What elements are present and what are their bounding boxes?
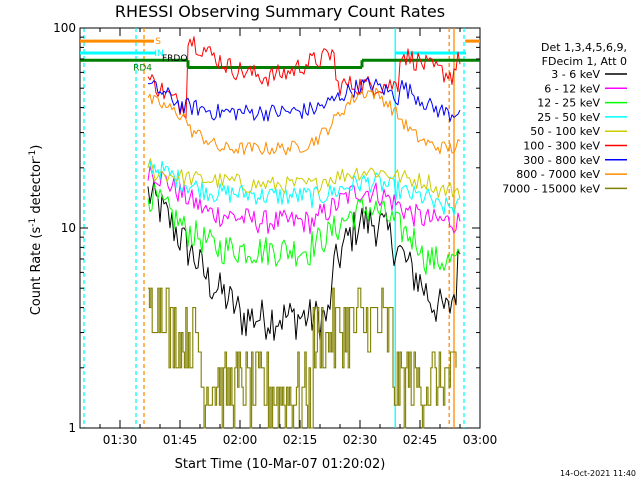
series-line: [147, 166, 461, 235]
legend-entry: 50 - 100 keV: [530, 125, 627, 138]
legend-entry-label: 25 - 50 keV: [537, 111, 600, 124]
y-axis-label-sup2: -1: [28, 150, 38, 159]
legend-entry: 7000 - 15000 keV: [502, 182, 627, 195]
legend-entry-label: 50 - 100 keV: [530, 125, 600, 138]
rd4-flag-label: RD4: [133, 63, 152, 73]
series-800-7000-kev-curve: [147, 87, 461, 156]
legend-header-line2: FDecim 1, Att 0: [542, 55, 627, 68]
y-axis-label-mid: detector: [29, 158, 44, 218]
legend-entry-label: 300 - 800 keV: [523, 154, 600, 167]
legend-entry: 25 - 50 keV: [537, 111, 627, 124]
series-line: [147, 183, 461, 275]
legend-entry: 300 - 800 keV: [523, 154, 627, 167]
series-50-100-kev-curve: [147, 158, 461, 199]
series-line: [147, 158, 461, 199]
series-line: [147, 180, 461, 341]
series-100-300-kev-curve: [147, 36, 461, 119]
y-axis-label-sup1: -1: [28, 218, 38, 227]
legend-entry: 12 - 25 keV: [537, 97, 627, 110]
legend-entry: 800 - 7000 keV: [516, 168, 627, 181]
y-axis-label: Count Rate (s-1 detector-1): [28, 145, 44, 316]
x-tick-label: 02:30: [343, 433, 378, 447]
series-300-800-kev-curve: [147, 77, 461, 122]
series-line: [148, 287, 457, 429]
legend-entry-label: 100 - 300 keV: [523, 140, 600, 153]
series-25-50-kev-curve: [147, 159, 461, 216]
legend-header-line1: Det 1,3,4,5,6,9,: [541, 41, 627, 54]
legend-entry: 3 - 6 keV: [551, 68, 627, 81]
legend-entry-label: 12 - 25 keV: [537, 97, 600, 110]
x-tick-label: 01:30: [103, 433, 138, 447]
x-tick-label: 02:45: [403, 433, 438, 447]
series-line: [147, 77, 461, 122]
series-12-25-kev-curve: [147, 183, 461, 275]
y-axis-label-main: Count Rate (s: [29, 227, 44, 316]
series-3-6-kev-curve: [147, 180, 461, 341]
x-axis-label: Start Time (10-Mar-07 01:20:02): [175, 457, 386, 472]
legend-entry: 100 - 300 keV: [523, 140, 627, 153]
footer-date: 14-Oct-2021 11:40: [560, 469, 636, 478]
night-flag-label: IN: [154, 49, 163, 59]
y-tick-label: 100: [53, 21, 76, 35]
saa-flag-label: S: [155, 37, 161, 47]
y-tick-label: 10: [61, 221, 76, 235]
series-6-12-kev-curve: [147, 166, 461, 235]
y-axis-label-end: ): [29, 145, 44, 150]
series-line: [147, 159, 461, 216]
series-line: [147, 87, 461, 156]
series-7000-15000-kev-curve: [148, 287, 457, 429]
y-tick-label: 1: [68, 421, 76, 435]
series-line: [147, 36, 461, 119]
legend-entry-label: 3 - 6 keV: [551, 68, 600, 81]
legend-entry-label: 800 - 7000 keV: [516, 168, 600, 181]
x-tick-label: 02:00: [223, 433, 258, 447]
chart-title: RHESSI Observing Summary Count Rates: [115, 2, 445, 21]
legend-entry-label: 7000 - 15000 keV: [502, 182, 600, 195]
x-tick-label: 03:00: [463, 433, 498, 447]
x-tick-label: 01:45: [163, 433, 198, 447]
legend-entry: 6 - 12 keV: [544, 82, 627, 95]
legend-entry-label: 6 - 12 keV: [544, 82, 600, 95]
decimation-flag-label: FRDO: [162, 54, 187, 64]
x-tick-label: 02:15: [283, 433, 318, 447]
axes: 01:30 01:45 02:00 02:15 02:30 02:45 03:00 1 10 10…: [53, 21, 497, 447]
